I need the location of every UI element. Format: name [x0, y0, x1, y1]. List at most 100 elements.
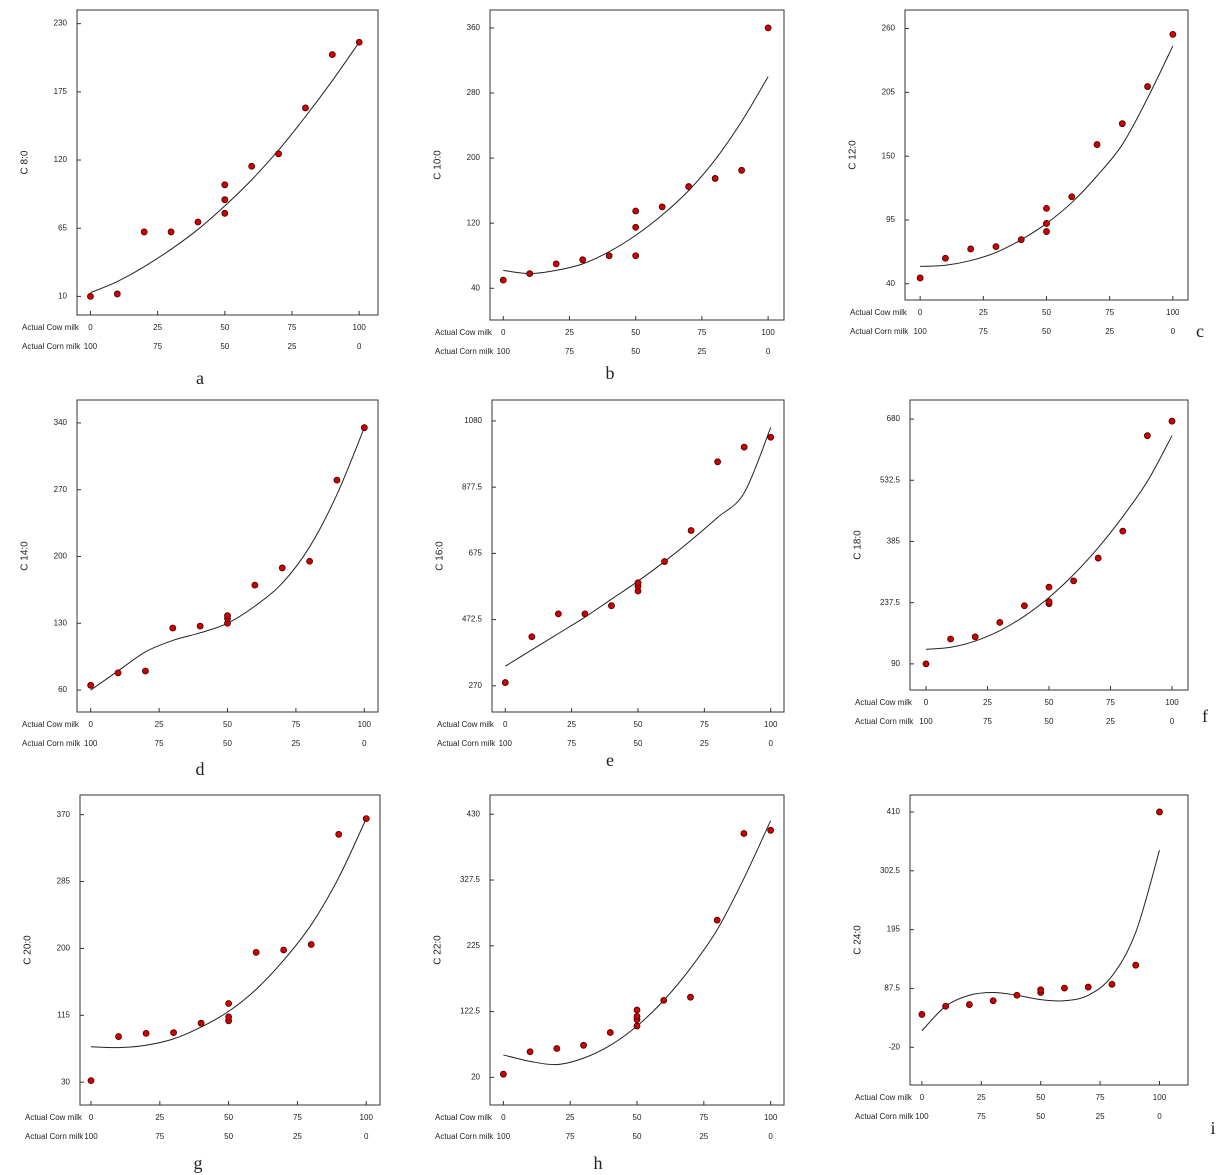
- y-tick-label: 10: [58, 292, 67, 301]
- data-point: [196, 622, 204, 630]
- data-point: [197, 1019, 205, 1027]
- panel: 20 122.5 225 327.5 430 C 22:0 0 25 50 75 100 100 75 5…: [433, 794, 785, 1173]
- y-tick-label: 65: [58, 223, 67, 232]
- plot-frame: [491, 399, 785, 713]
- x-tick-label: 25: [155, 1113, 164, 1122]
- data-point: [169, 624, 177, 632]
- x2-axis-title: Actual Corn milk: [435, 347, 494, 356]
- plot-frame: [489, 9, 785, 321]
- x-tick-label: 25: [977, 1093, 986, 1102]
- plot-frame: [79, 794, 381, 1106]
- data-point: [554, 610, 562, 618]
- y-axis-title: C 18:0: [853, 530, 864, 560]
- data-point: [632, 223, 640, 231]
- data-point: [942, 1002, 950, 1010]
- x2-tick-label: 100: [84, 1132, 98, 1141]
- data-point: [1070, 577, 1078, 585]
- panel: 40 95 150 205 260 C 12:0 0 25 50 75 100 100 75 50 25 0 A…: [848, 9, 1204, 341]
- y-tick-label: 385: [887, 537, 901, 546]
- x-tick-label: 50: [1045, 698, 1054, 707]
- panel: -20 87.5 195 302.5 410 C 24:0 0 25 50 75 100 100 75 5…: [853, 794, 1216, 1138]
- data-point: [142, 1030, 150, 1037]
- y-tick-label: 40: [471, 283, 480, 292]
- x-axis-title: Actual Cow milk: [855, 698, 913, 707]
- panel: 60 130 200 270 340 C 14:0 0 25 50 75 100 100 75 50 25 0…: [20, 399, 379, 779]
- y-tick-label: -20: [888, 1042, 900, 1051]
- data-point: [608, 602, 615, 610]
- panel: 90 237.5 385 532.5 680 C 18:0 0 25 50 75 100 100 75 5…: [853, 399, 1208, 726]
- plot-frame: [76, 9, 379, 316]
- data-point: [966, 1001, 973, 1008]
- x2-tick-label: 25: [1105, 327, 1114, 336]
- data-point: [1132, 961, 1140, 969]
- data-point: [714, 458, 722, 466]
- x2-tick-label: 100: [497, 347, 511, 356]
- data-point: [280, 946, 288, 954]
- x-tick-label: 100: [360, 1113, 374, 1122]
- x2-tick-label: 25: [700, 739, 709, 748]
- x-tick-label: 75: [700, 720, 709, 729]
- data-point: [1037, 986, 1045, 994]
- x2-tick-label: 75: [155, 739, 164, 748]
- x-tick-label: 0: [88, 323, 93, 332]
- x-tick-label: 75: [288, 323, 297, 332]
- x2-tick-label: 25: [699, 1132, 708, 1141]
- fit-curve: [921, 850, 1160, 1032]
- x2-tick-label: 75: [977, 1112, 986, 1121]
- data-point: [1169, 30, 1177, 38]
- y-axis-title: C 8:0: [20, 150, 31, 174]
- panel-letter: b: [606, 363, 615, 383]
- data-point: [685, 183, 693, 190]
- panel: 30 115 200 285 370 C 20:0 0 25 50 75 100 100 75 50 25 0…: [23, 794, 381, 1173]
- data-point: [687, 527, 695, 534]
- data-point: [1118, 120, 1126, 128]
- plot-frame: [76, 399, 379, 713]
- data-point: [355, 38, 363, 46]
- plot-frame: [489, 794, 785, 1106]
- data-point: [1068, 193, 1076, 201]
- data-point: [221, 196, 229, 204]
- data-point: [115, 1033, 122, 1040]
- x-axis-title: Actual Cow milk: [435, 1113, 493, 1122]
- data-point: [526, 1048, 534, 1056]
- x2-axis-title: Actual Corn milk: [22, 739, 81, 748]
- x-tick-label: 25: [567, 720, 576, 729]
- x2-tick-label: 50: [223, 739, 232, 748]
- y-tick-label: 20: [471, 1073, 480, 1082]
- y-tick-label: 60: [58, 685, 67, 694]
- data-point: [658, 203, 666, 211]
- data-point: [333, 476, 341, 484]
- y-tick-label: 285: [57, 877, 71, 886]
- y-tick-label: 270: [469, 681, 483, 690]
- y-tick-label: 675: [469, 548, 483, 557]
- data-point: [499, 276, 507, 284]
- x-tick-label: 100: [764, 1113, 778, 1122]
- panel-letter: i: [1210, 1118, 1215, 1138]
- x2-tick-label: 75: [565, 347, 574, 356]
- data-point: [251, 581, 259, 589]
- y-axis-title: C 14:0: [20, 541, 31, 571]
- x2-tick-label: 0: [766, 347, 771, 356]
- data-point: [87, 1077, 95, 1085]
- data-point: [552, 260, 560, 268]
- panel-letter: g: [194, 1153, 203, 1173]
- data-point: [1017, 236, 1025, 244]
- data-point: [1043, 220, 1050, 227]
- y-tick-label: 430: [467, 809, 481, 818]
- y-tick-label: 1080: [464, 416, 482, 425]
- data-point: [581, 610, 589, 618]
- x2-tick-label: 0: [1170, 717, 1175, 726]
- plot-frame: [909, 794, 1189, 1086]
- y-tick-label: 200: [57, 944, 71, 953]
- x2-tick-label: 0: [1171, 327, 1176, 336]
- data-point: [713, 916, 721, 924]
- x2-axis-title: Actual Corn milk: [435, 1132, 494, 1141]
- data-point: [306, 557, 313, 565]
- y-tick-label: 270: [54, 485, 68, 494]
- x2-axis-title: Actual Corn milk: [437, 739, 496, 748]
- x-axis-title: Actual Cow milk: [435, 328, 493, 337]
- data-point: [996, 618, 1004, 626]
- x2-tick-label: 50: [1042, 327, 1051, 336]
- y-tick-label: 370: [57, 810, 71, 819]
- data-point: [335, 830, 343, 838]
